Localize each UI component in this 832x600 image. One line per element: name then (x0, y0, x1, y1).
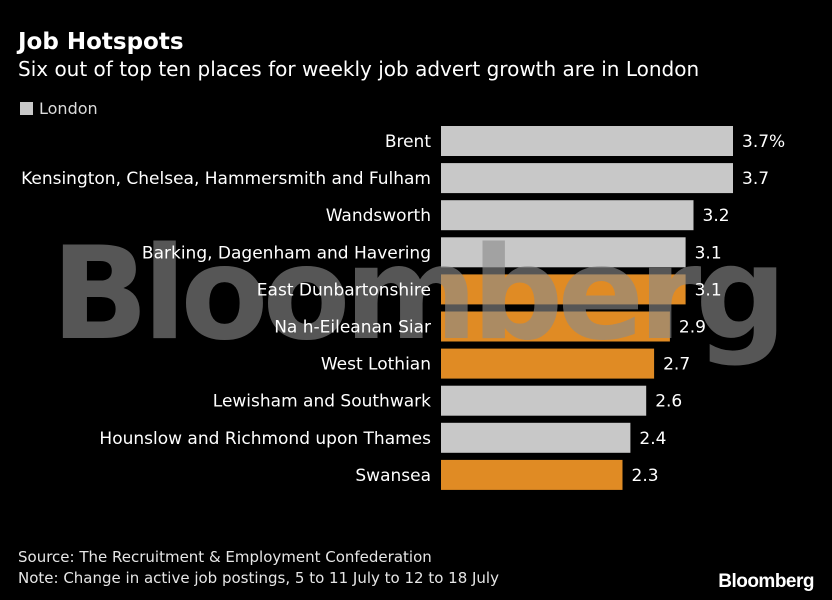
value-label-8: 2.4 (639, 429, 666, 449)
bar-6 (441, 348, 655, 379)
category-label-6: West Lothian (321, 355, 431, 375)
category-labels: Brent Kensington, Chelsea, Hammersmith an… (21, 132, 431, 486)
bar-0 (441, 126, 733, 156)
bar-chart: Bloomberg Brent Kensington, Chelsea, Hamme… (21, 126, 787, 490)
bar-2 (441, 200, 694, 231)
value-label-3: 3.1 (695, 243, 722, 263)
bar-1 (441, 163, 733, 194)
category-label-5: Na h-Eileanan Siar (274, 318, 431, 338)
category-label-0: Brent (385, 132, 432, 152)
bloomberg-logo: Bloomberg (718, 571, 814, 592)
legend-swatch-london (20, 101, 33, 115)
source-note: Source: The Recruitment & Employment Con… (18, 548, 432, 566)
chart-legend: London (20, 98, 98, 118)
category-label-8: Hounslow and Richmond upon Thames (99, 429, 431, 449)
category-label-2: Wandsworth (326, 206, 431, 226)
value-label-6: 2.7 (663, 355, 690, 375)
chart-title: Job Hotspots (18, 29, 184, 55)
bar-4 (441, 274, 686, 305)
value-label-9: 2.3 (632, 466, 659, 486)
category-label-3: Barking, Dagenham and Havering (142, 243, 431, 263)
legend-label-london: London (39, 98, 98, 118)
value-labels: 3.7% 3.7 3.2 3.1 3.1 2.9 2.7 2.6 2.4 2.3 (632, 132, 786, 486)
category-label-1: Kensington, Chelsea, Hammersmith and Ful… (21, 169, 431, 189)
bars-group (441, 126, 733, 490)
value-label-5: 2.9 (679, 318, 706, 338)
category-label-7: Lewisham and Southwark (213, 392, 431, 412)
value-label-4: 3.1 (695, 280, 722, 300)
value-label-1: 3.7 (742, 169, 769, 189)
bar-9 (441, 459, 623, 490)
bloomberg-watermark: Bloomberg (51, 220, 781, 369)
value-label-2: 3.2 (703, 206, 730, 226)
category-label-9: Swansea (355, 466, 431, 486)
bar-7 (441, 385, 647, 416)
bar-3 (441, 237, 686, 268)
footnote: Note: Change in active job postings, 5 t… (18, 569, 499, 587)
chart-subtitle: Six out of top ten places for weekly job… (18, 57, 700, 81)
value-label-7: 2.6 (655, 392, 682, 412)
bar-5 (441, 311, 670, 342)
bar-8 (441, 422, 631, 453)
category-label-4: East Dunbartonshire (257, 280, 431, 300)
value-label-0: 3.7% (742, 132, 785, 152)
